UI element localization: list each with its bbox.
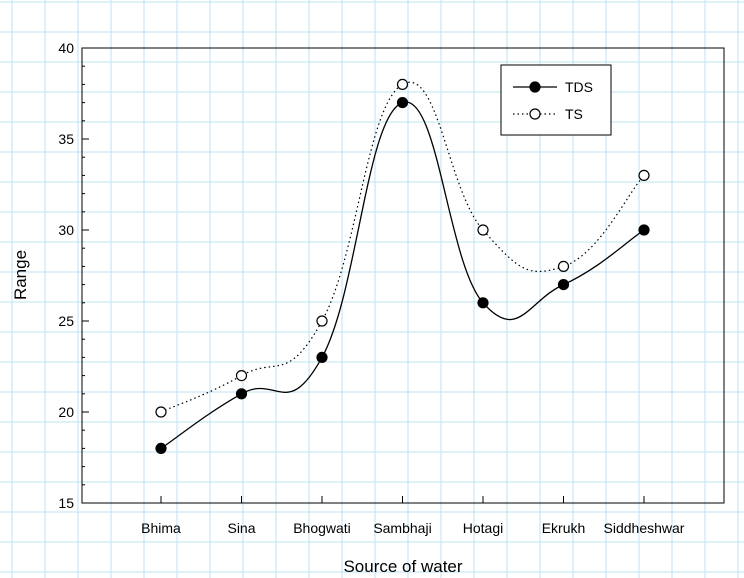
x-tick-label: Bhogwati xyxy=(293,520,351,536)
x-axis-title: Source of water xyxy=(343,557,462,576)
x-tick-label: Bhima xyxy=(141,520,181,536)
legend-box xyxy=(500,64,612,136)
data-point-ts xyxy=(396,78,409,91)
y-tick-label: 25 xyxy=(58,313,74,329)
x-tick-label: Siddheshwar xyxy=(604,520,685,536)
data-point-tds xyxy=(235,388,248,400)
x-tick-label: Hotagi xyxy=(463,520,503,536)
x-tick-label: Ekrukh xyxy=(542,520,586,536)
data-point-ts xyxy=(235,370,248,382)
y-axis-title: Range xyxy=(11,250,30,300)
y-tick-label: 30 xyxy=(58,222,74,238)
legend-marker-tds xyxy=(529,81,541,93)
data-point-tds xyxy=(477,297,489,309)
data-point-tds xyxy=(316,351,328,363)
y-tick-label: 35 xyxy=(58,131,74,147)
y-tick-label: 15 xyxy=(58,495,74,511)
y-tick-label: 40 xyxy=(58,40,74,56)
data-point-tds xyxy=(155,442,167,454)
legend-label-tds: TDS xyxy=(565,79,593,95)
series-line-tds xyxy=(160,101,645,449)
data-point-tds xyxy=(396,96,409,109)
data-point-ts xyxy=(155,406,167,418)
plot-frame xyxy=(81,47,725,504)
data-point-ts xyxy=(316,315,328,327)
legend: TDS TS xyxy=(500,64,612,136)
x-tick-label: Sina xyxy=(227,520,255,536)
data-point-ts xyxy=(477,224,489,236)
y-axis: 15 20 25 30 35 40 xyxy=(58,40,89,511)
series-ts xyxy=(155,78,650,418)
series-tds xyxy=(155,96,650,454)
x-axis: Bhima Sina Bhogwati Sambhaji Hotagi Ekrukh Sid… xyxy=(141,496,685,536)
legend-marker-ts xyxy=(529,108,541,120)
data-point-ts xyxy=(557,260,570,272)
x-tick-label: Sambhaji xyxy=(373,520,431,536)
y-tick-label: 20 xyxy=(58,404,74,420)
data-point-ts xyxy=(638,169,650,181)
data-point-tds xyxy=(638,224,650,236)
data-point-tds xyxy=(557,279,570,291)
legend-label-ts: TS xyxy=(565,106,583,122)
series-layer xyxy=(155,78,650,454)
